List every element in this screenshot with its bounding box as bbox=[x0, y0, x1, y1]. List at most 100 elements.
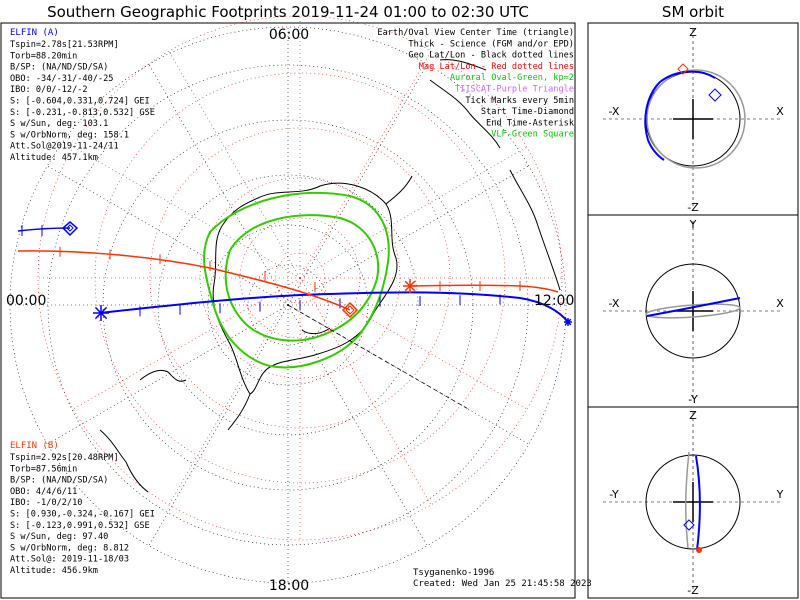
orbit-panel-1: Z -Z -X X bbox=[603, 26, 784, 214]
geo-meridian bbox=[47, 304, 289, 445]
info-a-line: Tspin=2.78s[21.53RPM] bbox=[10, 40, 119, 50]
elfin-a-track-segment bbox=[17, 227, 71, 232]
orbit-axis-label-left: -Y bbox=[609, 488, 619, 501]
auroral-oval bbox=[203, 191, 390, 369]
elfin-a-info: ELFIN (A) Tspin=2.78s[21.53RPM]Torb=88.20… bbox=[10, 28, 155, 163]
earth-circle bbox=[645, 263, 741, 359]
orbit-axis-label-bottom: -Z bbox=[687, 584, 699, 597]
legend: Earth/Oval View Center Time (triangle)Th… bbox=[377, 28, 574, 140]
map-frame bbox=[0, 22, 576, 599]
orbit-trace-b-3 bbox=[685, 451, 690, 549]
info-a-name: ELFIN (A) bbox=[10, 28, 59, 38]
geo-latitude-circle bbox=[157, 174, 419, 436]
elfin-a-end-asterisk-2 bbox=[564, 318, 572, 326]
credits-author: Tsyganenko-1996 bbox=[413, 568, 494, 578]
orbit-axis-label-left: -X bbox=[609, 105, 620, 118]
info-b-line: B/SP: (NA/ND/SD/SA) bbox=[10, 476, 108, 486]
legend-item: Geo Lat/Lon - Black dotted lines bbox=[408, 51, 574, 61]
continent-outlines bbox=[99, 59, 561, 493]
orbit-trace-a-3 bbox=[695, 455, 701, 551]
elfin-b-track-segment bbox=[409, 284, 559, 293]
info-b-line: S w/Sun, deg: 97.40 bbox=[10, 532, 108, 542]
orbit-frame-3 bbox=[587, 406, 799, 599]
legend-item: End Time-Asterisk bbox=[486, 118, 575, 128]
orbit-axis-label-top: Z bbox=[689, 26, 697, 39]
legend-item: VLF-Green Square bbox=[491, 130, 574, 140]
info-b-line: OBO: 4/4/6/11 bbox=[10, 487, 77, 497]
elfin-b-end-asterisk bbox=[403, 279, 417, 293]
orbit-trace-a bbox=[644, 70, 716, 161]
orbit-panel-3: Z -Z -Y Y bbox=[603, 409, 784, 597]
auroral-oval-inner bbox=[224, 214, 380, 342]
elfin-a-track bbox=[99, 291, 569, 323]
time-label-bottom: 18:00 bbox=[269, 578, 309, 594]
mag-meridian bbox=[168, 277, 301, 506]
info-b-line: IBO: -1/0/2/10 bbox=[10, 498, 82, 508]
info-b-line: S: [-0.123,0.991,0.532] GSE bbox=[10, 521, 150, 531]
elfin-b-start-diamond bbox=[341, 301, 359, 319]
antarctica-coast bbox=[212, 175, 413, 431]
mag-meridian bbox=[299, 277, 528, 410]
orbit-marker-b-3 bbox=[696, 547, 702, 553]
legend-item: Earth/Oval View Center Time (triangle) bbox=[377, 28, 574, 38]
elfin-a-start-diamond-inner bbox=[66, 224, 74, 232]
elfin-b-info: ELFIN (B) Tspin=2.92s[20.48RPM]Torb=87.56… bbox=[10, 441, 155, 576]
info-a-line: Altitude: 457.1km bbox=[10, 153, 98, 163]
page-title: Southern Geographic Footprints 2019-11-2… bbox=[47, 3, 529, 21]
credits-created: Created: Wed Jan 25 21:45:58 2023 bbox=[413, 579, 592, 589]
elfin-a-start-diamond bbox=[61, 221, 79, 237]
earth-circle bbox=[645, 454, 741, 550]
orbit-axis-label-bottom: -Y bbox=[688, 393, 698, 406]
orbit-axis-label-right: X bbox=[776, 105, 784, 118]
geo-meridian bbox=[287, 304, 428, 546]
geo-meridian bbox=[148, 64, 289, 306]
geo-meridian bbox=[287, 304, 529, 445]
orbit-trace-a-2 bbox=[646, 297, 741, 317]
mag-meridian bbox=[299, 50, 432, 279]
geo-meridian bbox=[47, 165, 289, 306]
info-b-line: S: [0.930,-0.324,-0.167] GEI bbox=[10, 510, 155, 520]
orbit-trace-b-2 bbox=[645, 303, 741, 319]
auroral-oval-outer bbox=[203, 191, 390, 369]
orbit-axis-label-bottom: -Z bbox=[687, 201, 699, 214]
orbit-axis-label-left: -X bbox=[609, 297, 620, 310]
info-b-line: Tspin=2.92s[20.48RPM] bbox=[10, 453, 119, 463]
info-a-line: Torb=88.20min bbox=[10, 51, 77, 61]
elfin-b-start-diamond-inner bbox=[345, 305, 355, 315]
mag-meridian bbox=[299, 146, 528, 279]
orbit-start-diamond-a-3 bbox=[683, 519, 695, 531]
mag-meridian bbox=[72, 146, 301, 279]
info-b-line: Altitude: 456.9km bbox=[10, 566, 98, 576]
legend-item: Auroral Oval-Green, kp=2 bbox=[450, 73, 574, 83]
time-label-right: 12:00 bbox=[534, 293, 574, 309]
view-center-line bbox=[287, 304, 471, 411]
geo-meridian bbox=[148, 304, 289, 546]
mag-meridian bbox=[299, 277, 432, 506]
orbit-axis-label-right: X bbox=[776, 297, 784, 310]
info-b-name: ELFIN (B) bbox=[10, 441, 59, 451]
legend-item: Start Time-Diamond bbox=[481, 107, 574, 117]
orbit-axis-label-top: Y bbox=[689, 218, 697, 231]
orbit-panels: Z -Z -X X Y -Y -X X Z -Z -Y Y bbox=[603, 26, 784, 597]
info-b-line: Att.Sol@: 2019-11-18/03 bbox=[10, 555, 129, 565]
orbit-panel-2: Y -Y -X X bbox=[603, 218, 784, 406]
legend-item: Tick Marks every 5min bbox=[465, 96, 574, 106]
info-a-line: S w/OrbNorm, deg: 158.1 bbox=[10, 130, 129, 140]
mag-latitude-circle bbox=[37, 15, 563, 541]
info-a-line: S: [-0.604,0.331,0.724] GEI bbox=[10, 97, 150, 107]
info-a-line: B/SP: (NA/ND/SD/SA) bbox=[10, 63, 108, 73]
legend-item: Mag Lat/Lon - Red dotted lines bbox=[419, 62, 574, 72]
mag-latitude-circle bbox=[149, 127, 451, 429]
elfin-a-end-asterisk bbox=[93, 305, 109, 321]
orbit-axis-label-top: Z bbox=[689, 409, 697, 422]
time-label-left: 00:00 bbox=[6, 293, 46, 309]
orbit-start-diamond-b bbox=[677, 63, 689, 75]
footprint-tracks bbox=[17, 221, 572, 326]
info-b-line: Torb=87.56min bbox=[10, 464, 77, 474]
orbit-title: SM orbit bbox=[662, 3, 724, 21]
info-a-line: OBO: -34/-31/-40/-25 bbox=[10, 74, 113, 84]
info-a-line: IBO: 0/0/-12/-2 bbox=[10, 85, 88, 95]
info-b-line: S w/OrbNorm, deg: 8.812 bbox=[10, 543, 129, 553]
info-a-line: Att.Sol@2019-11-24/11 bbox=[10, 142, 119, 152]
